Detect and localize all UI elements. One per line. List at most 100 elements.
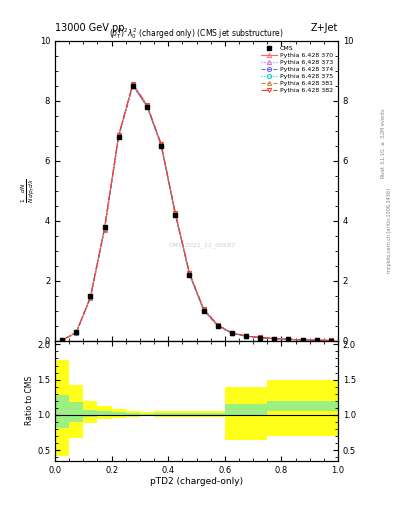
Line: CMS: CMS <box>60 84 333 343</box>
Pythia 6.428 381 <box>173 210 178 216</box>
Pythia 6.428 375 <box>230 330 234 336</box>
Line: Pythia 6.428 374: Pythia 6.428 374 <box>60 83 333 343</box>
CMS <box>314 337 319 344</box>
Pythia 6.428 373 <box>159 143 163 149</box>
Pythia 6.428 381 <box>215 322 220 328</box>
Pythia 6.428 370 <box>272 335 277 342</box>
Pythia 6.428 381 <box>88 294 93 300</box>
Pythia 6.428 374 <box>60 337 64 344</box>
Pythia 6.428 381 <box>60 337 64 344</box>
Pythia 6.428 370 <box>173 210 178 217</box>
CMS <box>244 333 248 339</box>
Pythia 6.428 373 <box>230 330 234 336</box>
Pythia 6.428 370 <box>314 337 319 343</box>
Pythia 6.428 374 <box>300 337 305 343</box>
Pythia 6.428 381 <box>258 334 263 340</box>
Text: CMS_2021_11_00187: CMS_2021_11_00187 <box>169 242 236 248</box>
Pythia 6.428 382 <box>300 337 305 343</box>
Pythia 6.428 382 <box>116 132 121 138</box>
Pythia 6.428 370 <box>286 336 291 343</box>
Pythia 6.428 381 <box>201 306 206 312</box>
Pythia 6.428 382 <box>60 337 64 344</box>
Pythia 6.428 374 <box>159 142 163 148</box>
Pythia 6.428 382 <box>130 81 135 87</box>
Y-axis label: $\frac{1}{N}\frac{dN}{dp_T d\lambda}$: $\frac{1}{N}\frac{dN}{dp_T d\lambda}$ <box>20 179 37 203</box>
Pythia 6.428 374 <box>215 323 220 329</box>
Pythia 6.428 381 <box>329 337 333 344</box>
Text: Z+Jet: Z+Jet <box>310 23 338 33</box>
Line: Pythia 6.428 382: Pythia 6.428 382 <box>60 82 333 343</box>
Pythia 6.428 373 <box>258 334 263 340</box>
CMS <box>159 143 163 149</box>
Pythia 6.428 373 <box>116 134 121 140</box>
Pythia 6.428 374 <box>230 330 234 336</box>
Pythia 6.428 382 <box>201 306 206 312</box>
Pythia 6.428 375 <box>244 333 248 339</box>
Pythia 6.428 375 <box>145 103 149 109</box>
Pythia 6.428 382 <box>215 322 220 328</box>
Pythia 6.428 373 <box>130 83 135 89</box>
Pythia 6.428 374 <box>329 337 333 344</box>
Pythia 6.428 375 <box>329 337 333 344</box>
CMS <box>201 308 206 314</box>
Pythia 6.428 381 <box>314 337 319 343</box>
CMS <box>286 336 291 343</box>
CMS <box>116 134 121 140</box>
Pythia 6.428 373 <box>145 104 149 110</box>
Pythia 6.428 382 <box>102 225 107 231</box>
Text: mcplots.cern.ch [arXiv:1306.3436]: mcplots.cern.ch [arXiv:1306.3436] <box>387 188 391 273</box>
Pythia 6.428 374 <box>258 334 263 340</box>
Pythia 6.428 375 <box>60 337 64 344</box>
Text: Rivet 3.1.10, $\geq$ 3.2M events: Rivet 3.1.10, $\geq$ 3.2M events <box>379 108 387 179</box>
Pythia 6.428 370 <box>187 270 192 276</box>
Pythia 6.428 374 <box>102 226 107 232</box>
Pythia 6.428 373 <box>201 307 206 313</box>
Pythia 6.428 374 <box>74 330 79 336</box>
Pythia 6.428 381 <box>300 337 305 343</box>
CMS <box>130 83 135 89</box>
Pythia 6.428 375 <box>286 336 291 343</box>
CMS <box>173 212 178 218</box>
Pythia 6.428 374 <box>272 335 277 342</box>
Pythia 6.428 374 <box>173 211 178 218</box>
Pythia 6.428 382 <box>258 334 263 340</box>
Pythia 6.428 382 <box>230 330 234 336</box>
Pythia 6.428 373 <box>173 211 178 218</box>
Pythia 6.428 382 <box>88 294 93 300</box>
Pythia 6.428 370 <box>230 330 234 336</box>
Pythia 6.428 381 <box>145 102 149 108</box>
Pythia 6.428 373 <box>187 271 192 278</box>
Pythia 6.428 381 <box>74 329 79 335</box>
Pythia 6.428 375 <box>300 337 305 343</box>
Pythia 6.428 375 <box>88 294 93 301</box>
Pythia 6.428 374 <box>286 336 291 343</box>
Pythia 6.428 370 <box>102 225 107 231</box>
Pythia 6.428 381 <box>272 335 277 342</box>
Pythia 6.428 375 <box>130 82 135 88</box>
Line: Pythia 6.428 381: Pythia 6.428 381 <box>60 82 333 343</box>
Pythia 6.428 374 <box>130 82 135 89</box>
Pythia 6.428 374 <box>201 307 206 313</box>
Pythia 6.428 370 <box>244 333 248 339</box>
Pythia 6.428 382 <box>314 337 319 343</box>
Pythia 6.428 375 <box>116 133 121 139</box>
Pythia 6.428 375 <box>314 337 319 343</box>
Pythia 6.428 370 <box>258 334 263 340</box>
Pythia 6.428 374 <box>145 103 149 110</box>
Pythia 6.428 375 <box>102 226 107 232</box>
X-axis label: pTD2 (charged-only): pTD2 (charged-only) <box>150 477 243 486</box>
Pythia 6.428 374 <box>314 337 319 343</box>
Pythia 6.428 375 <box>258 334 263 340</box>
Pythia 6.428 370 <box>74 329 79 335</box>
CMS <box>102 224 107 230</box>
Pythia 6.428 373 <box>272 335 277 342</box>
Pythia 6.428 381 <box>102 225 107 231</box>
Pythia 6.428 373 <box>244 333 248 339</box>
Pythia 6.428 382 <box>74 329 79 335</box>
Pythia 6.428 382 <box>173 210 178 216</box>
Pythia 6.428 381 <box>130 81 135 87</box>
Pythia 6.428 373 <box>314 337 319 343</box>
Pythia 6.428 382 <box>187 270 192 276</box>
Pythia 6.428 374 <box>88 295 93 301</box>
Pythia 6.428 370 <box>145 102 149 109</box>
